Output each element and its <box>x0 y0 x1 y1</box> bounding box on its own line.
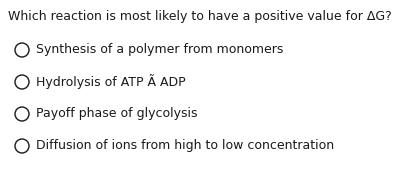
Text: Hydrolysis of ATP Ã ADP: Hydrolysis of ATP Ã ADP <box>36 75 185 89</box>
Text: Diffusion of ions from high to low concentration: Diffusion of ions from high to low conce… <box>36 139 334 152</box>
Text: Payoff phase of glycolysis: Payoff phase of glycolysis <box>36 107 197 120</box>
Text: Synthesis of a polymer from monomers: Synthesis of a polymer from monomers <box>36 43 283 56</box>
Text: Which reaction is most likely to have a positive value for ΔG?: Which reaction is most likely to have a … <box>8 10 392 23</box>
